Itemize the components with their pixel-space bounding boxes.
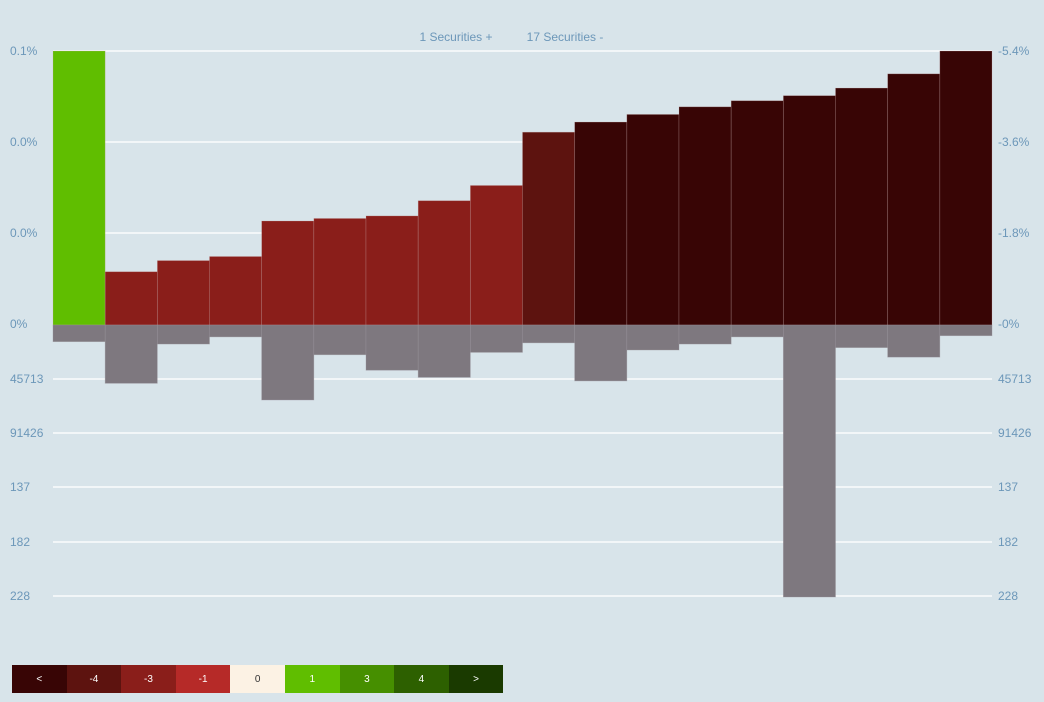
change-bar[interactable] bbox=[469, 185, 523, 326]
change-bar[interactable] bbox=[261, 220, 315, 326]
volume-bar[interactable] bbox=[522, 324, 576, 344]
right-axis-tick-label: -5.4% bbox=[998, 44, 1030, 58]
left-axis-tick-label: 0.0% bbox=[10, 135, 38, 149]
change-bar[interactable] bbox=[365, 215, 419, 326]
change-bar[interactable] bbox=[626, 114, 680, 326]
left-axis-tick-label: 0.1% bbox=[10, 44, 38, 58]
right-volume-tick-label: 182 bbox=[998, 535, 1018, 549]
volume-bar[interactable] bbox=[939, 324, 993, 337]
right-axis-tick-label: -3.6% bbox=[998, 135, 1030, 149]
volume-bar[interactable] bbox=[365, 324, 419, 371]
chart-header: 1 Securities + 17 Securities - bbox=[419, 30, 603, 44]
left-axis-tick-label: 0.0% bbox=[10, 226, 38, 240]
legend-item: > bbox=[448, 665, 504, 693]
change-bar[interactable] bbox=[209, 256, 263, 326]
volume-bar[interactable] bbox=[313, 324, 367, 356]
change-bar[interactable] bbox=[417, 200, 471, 326]
left-volume-tick-label: 137 bbox=[10, 480, 30, 494]
right-axis-tick-label: -1.8% bbox=[998, 226, 1030, 240]
volume-bar[interactable] bbox=[730, 324, 784, 338]
volume-bar[interactable] bbox=[261, 324, 315, 401]
volume-bar[interactable] bbox=[574, 324, 628, 382]
change-bar[interactable] bbox=[104, 271, 158, 326]
legend-item: 1 bbox=[284, 665, 340, 693]
change-bar[interactable] bbox=[156, 260, 210, 326]
securities-down-label: 17 Securities - bbox=[527, 30, 604, 44]
volume-bar[interactable] bbox=[209, 324, 263, 338]
change-bar[interactable] bbox=[678, 106, 732, 326]
change-bar[interactable] bbox=[782, 95, 836, 326]
right-volume-tick-label: 45713 bbox=[998, 372, 1032, 386]
left-volume-tick-label: 45713 bbox=[10, 372, 44, 386]
volume-bar[interactable] bbox=[156, 324, 210, 345]
left-volume-tick-label: 91426 bbox=[10, 426, 44, 440]
right-volume-tick-label: 91426 bbox=[998, 426, 1032, 440]
volume-bar[interactable] bbox=[626, 324, 680, 351]
volume-bars bbox=[52, 324, 993, 598]
volume-bar[interactable] bbox=[52, 324, 106, 343]
right-axis-tick-label: -0% bbox=[998, 317, 1020, 331]
change-bar[interactable] bbox=[939, 50, 993, 326]
right-volume-tick-label: 137 bbox=[998, 480, 1018, 494]
change-bar[interactable] bbox=[52, 50, 106, 326]
volume-bar[interactable] bbox=[104, 324, 158, 384]
legend-item: 0 bbox=[230, 665, 285, 693]
change-bar[interactable] bbox=[730, 100, 784, 326]
change-bar[interactable] bbox=[887, 73, 941, 326]
volume-bar[interactable] bbox=[887, 324, 941, 358]
change-bars bbox=[52, 50, 993, 326]
volume-bar[interactable] bbox=[678, 324, 732, 345]
volume-bar[interactable] bbox=[835, 324, 889, 348]
securities-up-label: 1 Securities + bbox=[419, 30, 492, 44]
legend-item: -1 bbox=[175, 665, 231, 693]
legend-item: -4 bbox=[66, 665, 122, 693]
legend-item: -3 bbox=[121, 665, 176, 693]
legend-item: 4 bbox=[394, 665, 449, 693]
color-legend: < -4 -3 -1 0 1 3 4 > bbox=[12, 665, 504, 693]
performance-volume-chart: 0.1% 0.0% 0.0% 0% -5.4% -3.6% -1.8% -0% 45713 457… bbox=[10, 30, 1032, 603]
change-bar[interactable] bbox=[522, 131, 576, 326]
axis-labels: 0.1% 0.0% 0.0% 0% -5.4% -3.6% -1.8% -0% 45713 457… bbox=[10, 44, 1032, 603]
legend-item: < bbox=[12, 665, 67, 693]
left-volume-tick-label: 228 bbox=[10, 589, 30, 603]
left-axis-tick-label: 0% bbox=[10, 317, 28, 331]
change-bar[interactable] bbox=[835, 87, 889, 326]
change-bar[interactable] bbox=[313, 218, 367, 326]
legend-item: 3 bbox=[339, 665, 395, 693]
volume-bar[interactable] bbox=[417, 324, 471, 378]
change-bar[interactable] bbox=[574, 121, 628, 326]
volume-bar[interactable] bbox=[469, 324, 523, 353]
left-volume-tick-label: 182 bbox=[10, 535, 30, 549]
right-volume-tick-label: 228 bbox=[998, 589, 1018, 603]
volume-bar[interactable] bbox=[782, 324, 836, 598]
